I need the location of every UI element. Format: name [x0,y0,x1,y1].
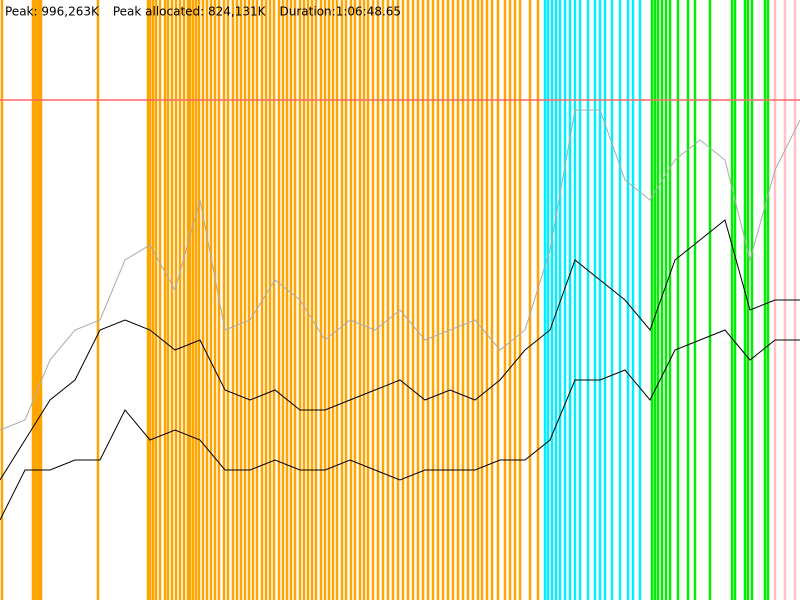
series-line [0,329,800,521]
series-line [0,109,800,431]
peak-allocated-label: Peak allocated: 824,131K [113,5,267,19]
series-line [0,219,800,481]
peak-label: Peak: 996,263K [5,5,100,19]
series-lines [0,109,800,521]
duration-label: Duration:1:06:48.65 [280,5,402,19]
